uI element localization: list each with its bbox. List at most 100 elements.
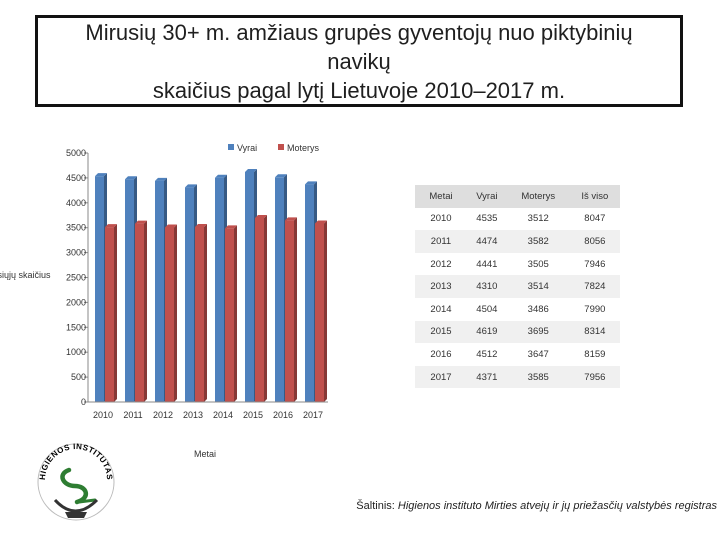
table-row: 2012 4441 3505 7946 bbox=[415, 252, 620, 276]
table-cell: 4535 bbox=[467, 207, 507, 231]
table-row: 2014 4504 3486 7990 bbox=[415, 297, 620, 321]
higienos-institutas-logo: HIGIENOS INSTITUTAS bbox=[37, 442, 115, 521]
y-tick-label: 2000 bbox=[66, 297, 86, 307]
table-header-cell: Iš viso bbox=[569, 185, 620, 208]
logo-text: HIGIENOS INSTITUTAS bbox=[38, 442, 114, 481]
bar-side-moterys-2015 bbox=[264, 214, 267, 402]
y-tick-label: 1500 bbox=[66, 322, 86, 332]
x-tick-label: 2010 bbox=[93, 410, 113, 420]
table-row: 2013 4310 3514 7824 bbox=[415, 275, 620, 298]
bar-top-moterys-2013 bbox=[195, 224, 207, 228]
table-cell: 7946 bbox=[569, 252, 620, 276]
y-tick-label: 5000 bbox=[66, 148, 86, 158]
bar-top-moterys-2014 bbox=[225, 225, 237, 229]
x-tick-label: 2013 bbox=[183, 410, 203, 420]
y-tick-label: 0 bbox=[81, 397, 86, 407]
table-cell: 3647 bbox=[506, 343, 570, 366]
page-title: Mirusių 30+ m. amžiaus grupės gyventojų … bbox=[85, 19, 633, 103]
table-cell: 4441 bbox=[467, 252, 507, 276]
table-cell: 2015 bbox=[415, 320, 467, 344]
bar-top-vyrai-2016 bbox=[275, 174, 287, 178]
table-header-cell: Vyrai bbox=[467, 185, 507, 208]
y-axis: 0 500 1000 1500 2000 2500 3000 3500 4000 4500 5000 bbox=[66, 148, 89, 407]
table-cell: 8314 bbox=[569, 320, 620, 344]
table-cell: 4371 bbox=[467, 365, 507, 389]
table-cell: 3585 bbox=[506, 365, 570, 389]
bar-vyrai-2014 bbox=[215, 177, 224, 402]
title-box: Mirusių 30+ m. amžiaus grupės gyventojų … bbox=[35, 15, 683, 107]
table-cell: 3695 bbox=[506, 320, 570, 344]
data-table: Metai Vyrai Moterys Iš viso 2010 4535 35… bbox=[415, 185, 620, 389]
table-row: 2011 4474 3582 8056 bbox=[415, 230, 620, 253]
table-row: 2017 4371 3585 7956 bbox=[415, 365, 620, 389]
chart-legend: Vyrai Moterys bbox=[228, 143, 320, 153]
bar-top-vyrai-2013 bbox=[185, 184, 197, 188]
y-tick-label: 3500 bbox=[66, 223, 86, 233]
bar-top-vyrai-2012 bbox=[155, 177, 167, 181]
table-cell: 2010 bbox=[415, 207, 467, 231]
y-tick-label: 3000 bbox=[66, 248, 86, 258]
table-cell: 2013 bbox=[415, 275, 467, 298]
table-cell: 3514 bbox=[506, 275, 570, 298]
bar-top-vyrai-2017 bbox=[305, 181, 317, 185]
bar-side-moterys-2012 bbox=[174, 224, 177, 402]
bar-top-vyrai-2010 bbox=[95, 173, 107, 177]
source-text: Higienos instituto Mirties atvejų ir jų … bbox=[397, 500, 717, 512]
x-axis: 2010 2011 2012 2013 2014 2015 2016 2017 bbox=[88, 401, 328, 420]
x-tick-label: 2016 bbox=[273, 410, 293, 420]
y-axis-title: Mirusiųjų skaičius bbox=[0, 270, 51, 280]
bar-top-vyrai-2015 bbox=[245, 168, 257, 172]
y-tick-label: 4000 bbox=[66, 198, 86, 208]
table-row: 2010 4535 3512 8047 bbox=[415, 207, 620, 231]
bar-vyrai-2015 bbox=[245, 171, 254, 402]
table-cell: 2011 bbox=[415, 230, 467, 253]
table-cell: 7824 bbox=[569, 275, 620, 298]
bar-vyrai-2013 bbox=[185, 187, 194, 402]
chart-bars bbox=[95, 168, 327, 402]
bar-moterys-2011 bbox=[135, 223, 144, 402]
table-cell: 3486 bbox=[506, 297, 570, 321]
y-tick-label: 2500 bbox=[66, 273, 86, 283]
table-cell: 8159 bbox=[569, 343, 620, 366]
legend-swatch-vyrai bbox=[228, 144, 234, 150]
bar-vyrai-2011 bbox=[125, 179, 134, 402]
table-header-cell: Moterys bbox=[506, 185, 570, 208]
table-cell: 7956 bbox=[569, 365, 620, 389]
table-header-row: Metai Vyrai Moterys Iš viso bbox=[415, 185, 620, 208]
table-cell: 2012 bbox=[415, 252, 467, 276]
table-cell: 4474 bbox=[467, 230, 507, 253]
bar-top-moterys-2015 bbox=[255, 214, 267, 218]
x-axis-title: Metai bbox=[194, 449, 216, 459]
bar-vyrai-2012 bbox=[155, 180, 164, 402]
bar-side-moterys-2016 bbox=[294, 217, 297, 402]
table-cell: 3512 bbox=[506, 207, 570, 231]
bar-moterys-2012 bbox=[165, 227, 174, 402]
table-cell: 4310 bbox=[467, 275, 507, 298]
bar-top-vyrai-2011 bbox=[125, 176, 137, 180]
y-tick-label: 1000 bbox=[66, 347, 86, 357]
bar-moterys-2014 bbox=[225, 228, 234, 402]
bar-side-moterys-2011 bbox=[144, 220, 147, 402]
y-tick-label: 4500 bbox=[66, 173, 86, 183]
x-tick-label: 2011 bbox=[123, 410, 142, 420]
table-cell: 7990 bbox=[569, 297, 620, 321]
table-cell: 4619 bbox=[467, 320, 507, 344]
table-cell: 8047 bbox=[569, 207, 620, 231]
bar-side-moterys-2013 bbox=[204, 224, 207, 402]
bar-side-moterys-2014 bbox=[234, 225, 237, 402]
bar-side-moterys-2017 bbox=[324, 220, 327, 402]
x-tick-label: 2015 bbox=[243, 410, 263, 420]
bar-vyrai-2017 bbox=[305, 184, 314, 402]
bar-moterys-2010 bbox=[105, 227, 114, 402]
table-cell: 3582 bbox=[506, 230, 570, 253]
legend-label-moterys: Moterys bbox=[287, 143, 320, 153]
bar-vyrai-2016 bbox=[275, 177, 284, 402]
x-tick-label: 2012 bbox=[153, 410, 173, 420]
bar-moterys-2016 bbox=[285, 220, 294, 402]
y-tick-label: 500 bbox=[71, 372, 86, 382]
table-row: 2016 4512 3647 8159 bbox=[415, 343, 620, 366]
bar-top-moterys-2016 bbox=[285, 217, 297, 221]
table-cell: 8056 bbox=[569, 230, 620, 253]
bar-top-moterys-2012 bbox=[165, 224, 177, 228]
